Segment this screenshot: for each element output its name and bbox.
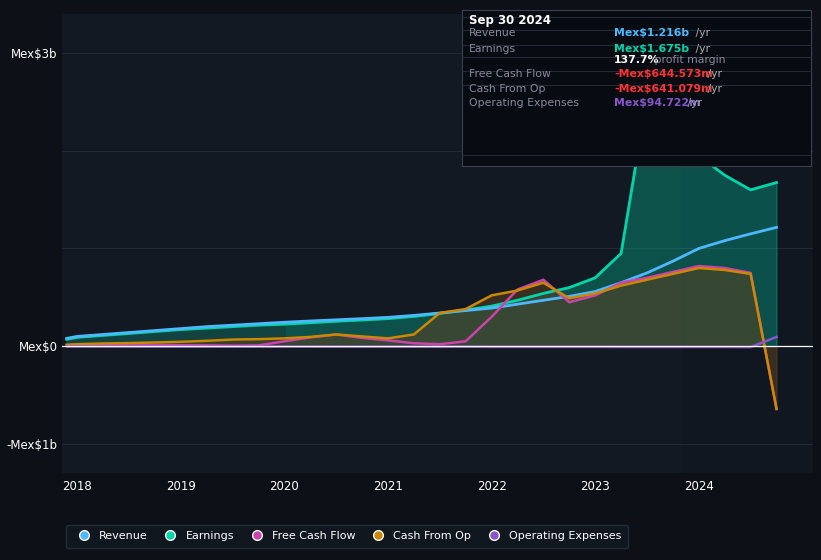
Text: profit margin: profit margin <box>651 55 726 65</box>
Text: Mex$1.216b: Mex$1.216b <box>614 29 690 39</box>
Text: /yr: /yr <box>704 84 722 94</box>
Bar <box>683 14 813 473</box>
Text: /yr: /yr <box>704 69 722 80</box>
Text: /yr: /yr <box>692 44 710 54</box>
Text: Sep 30 2024: Sep 30 2024 <box>469 13 551 26</box>
Text: Operating Expenses: Operating Expenses <box>469 99 579 109</box>
Text: Mex$1.675b: Mex$1.675b <box>614 44 690 54</box>
Text: /yr: /yr <box>684 99 702 109</box>
Text: -Mex$644.573m: -Mex$644.573m <box>614 69 713 80</box>
Text: Revenue: Revenue <box>469 29 516 39</box>
Text: /yr: /yr <box>692 29 710 39</box>
Text: Mex$94.722m: Mex$94.722m <box>614 99 700 109</box>
Legend: Revenue, Earnings, Free Cash Flow, Cash From Op, Operating Expenses: Revenue, Earnings, Free Cash Flow, Cash … <box>66 525 628 548</box>
Text: Cash From Op: Cash From Op <box>469 84 545 94</box>
Text: -Mex$641.079m: -Mex$641.079m <box>614 84 713 94</box>
Text: Earnings: Earnings <box>469 44 516 54</box>
Text: 137.7%: 137.7% <box>614 55 660 65</box>
Text: Free Cash Flow: Free Cash Flow <box>469 69 551 80</box>
